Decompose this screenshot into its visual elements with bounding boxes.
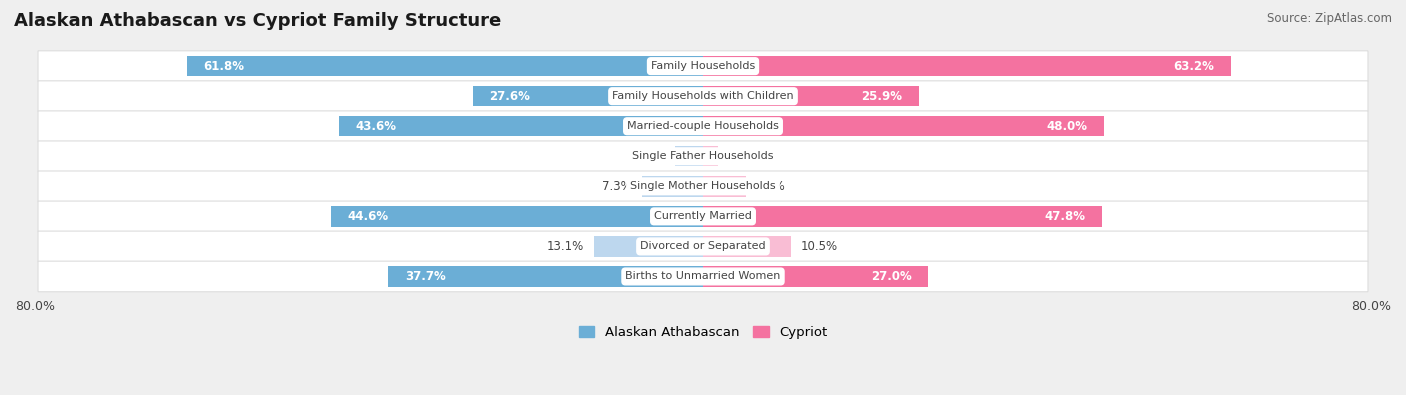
- Text: 43.6%: 43.6%: [356, 120, 396, 133]
- Text: 27.6%: 27.6%: [489, 90, 530, 103]
- Text: 3.4%: 3.4%: [636, 150, 665, 163]
- Text: Divorced or Separated: Divorced or Separated: [640, 241, 766, 251]
- Text: Single Father Households: Single Father Households: [633, 151, 773, 161]
- Bar: [330, 206, 703, 227]
- Text: 37.7%: 37.7%: [405, 270, 446, 283]
- FancyBboxPatch shape: [38, 171, 1368, 201]
- Bar: [703, 86, 920, 106]
- Text: 5.1%: 5.1%: [755, 180, 786, 193]
- Text: Family Households with Children: Family Households with Children: [612, 91, 794, 101]
- Text: 7.3%: 7.3%: [602, 180, 633, 193]
- Bar: [703, 146, 718, 166]
- Bar: [643, 176, 703, 197]
- Text: Alaskan Athabascan vs Cypriot Family Structure: Alaskan Athabascan vs Cypriot Family Str…: [14, 12, 502, 30]
- Bar: [593, 236, 703, 257]
- Bar: [703, 236, 790, 257]
- Bar: [703, 206, 1102, 227]
- Text: Family Households: Family Households: [651, 61, 755, 71]
- Bar: [675, 146, 703, 166]
- FancyBboxPatch shape: [38, 81, 1368, 111]
- Text: 44.6%: 44.6%: [347, 210, 388, 223]
- Bar: [703, 116, 1104, 136]
- Text: 1.8%: 1.8%: [728, 150, 758, 163]
- FancyBboxPatch shape: [38, 141, 1368, 171]
- Text: 47.8%: 47.8%: [1045, 210, 1085, 223]
- Text: 13.1%: 13.1%: [547, 240, 583, 253]
- FancyBboxPatch shape: [38, 51, 1368, 81]
- Bar: [472, 86, 703, 106]
- Bar: [187, 56, 703, 76]
- Text: 10.5%: 10.5%: [800, 240, 838, 253]
- FancyBboxPatch shape: [38, 261, 1368, 292]
- Text: 61.8%: 61.8%: [204, 60, 245, 73]
- Bar: [388, 266, 703, 287]
- Bar: [703, 266, 928, 287]
- FancyBboxPatch shape: [38, 231, 1368, 262]
- Text: 25.9%: 25.9%: [862, 90, 903, 103]
- Text: 63.2%: 63.2%: [1173, 60, 1213, 73]
- Bar: [703, 56, 1230, 76]
- Text: 48.0%: 48.0%: [1046, 120, 1087, 133]
- Text: 27.0%: 27.0%: [870, 270, 911, 283]
- Text: Single Mother Households: Single Mother Households: [630, 181, 776, 191]
- FancyBboxPatch shape: [38, 111, 1368, 141]
- Text: Married-couple Households: Married-couple Households: [627, 121, 779, 131]
- Bar: [703, 176, 745, 197]
- Text: Source: ZipAtlas.com: Source: ZipAtlas.com: [1267, 12, 1392, 25]
- Text: Currently Married: Currently Married: [654, 211, 752, 221]
- Text: Births to Unmarried Women: Births to Unmarried Women: [626, 271, 780, 282]
- Bar: [339, 116, 703, 136]
- Legend: Alaskan Athabascan, Cypriot: Alaskan Athabascan, Cypriot: [574, 321, 832, 344]
- FancyBboxPatch shape: [38, 201, 1368, 232]
